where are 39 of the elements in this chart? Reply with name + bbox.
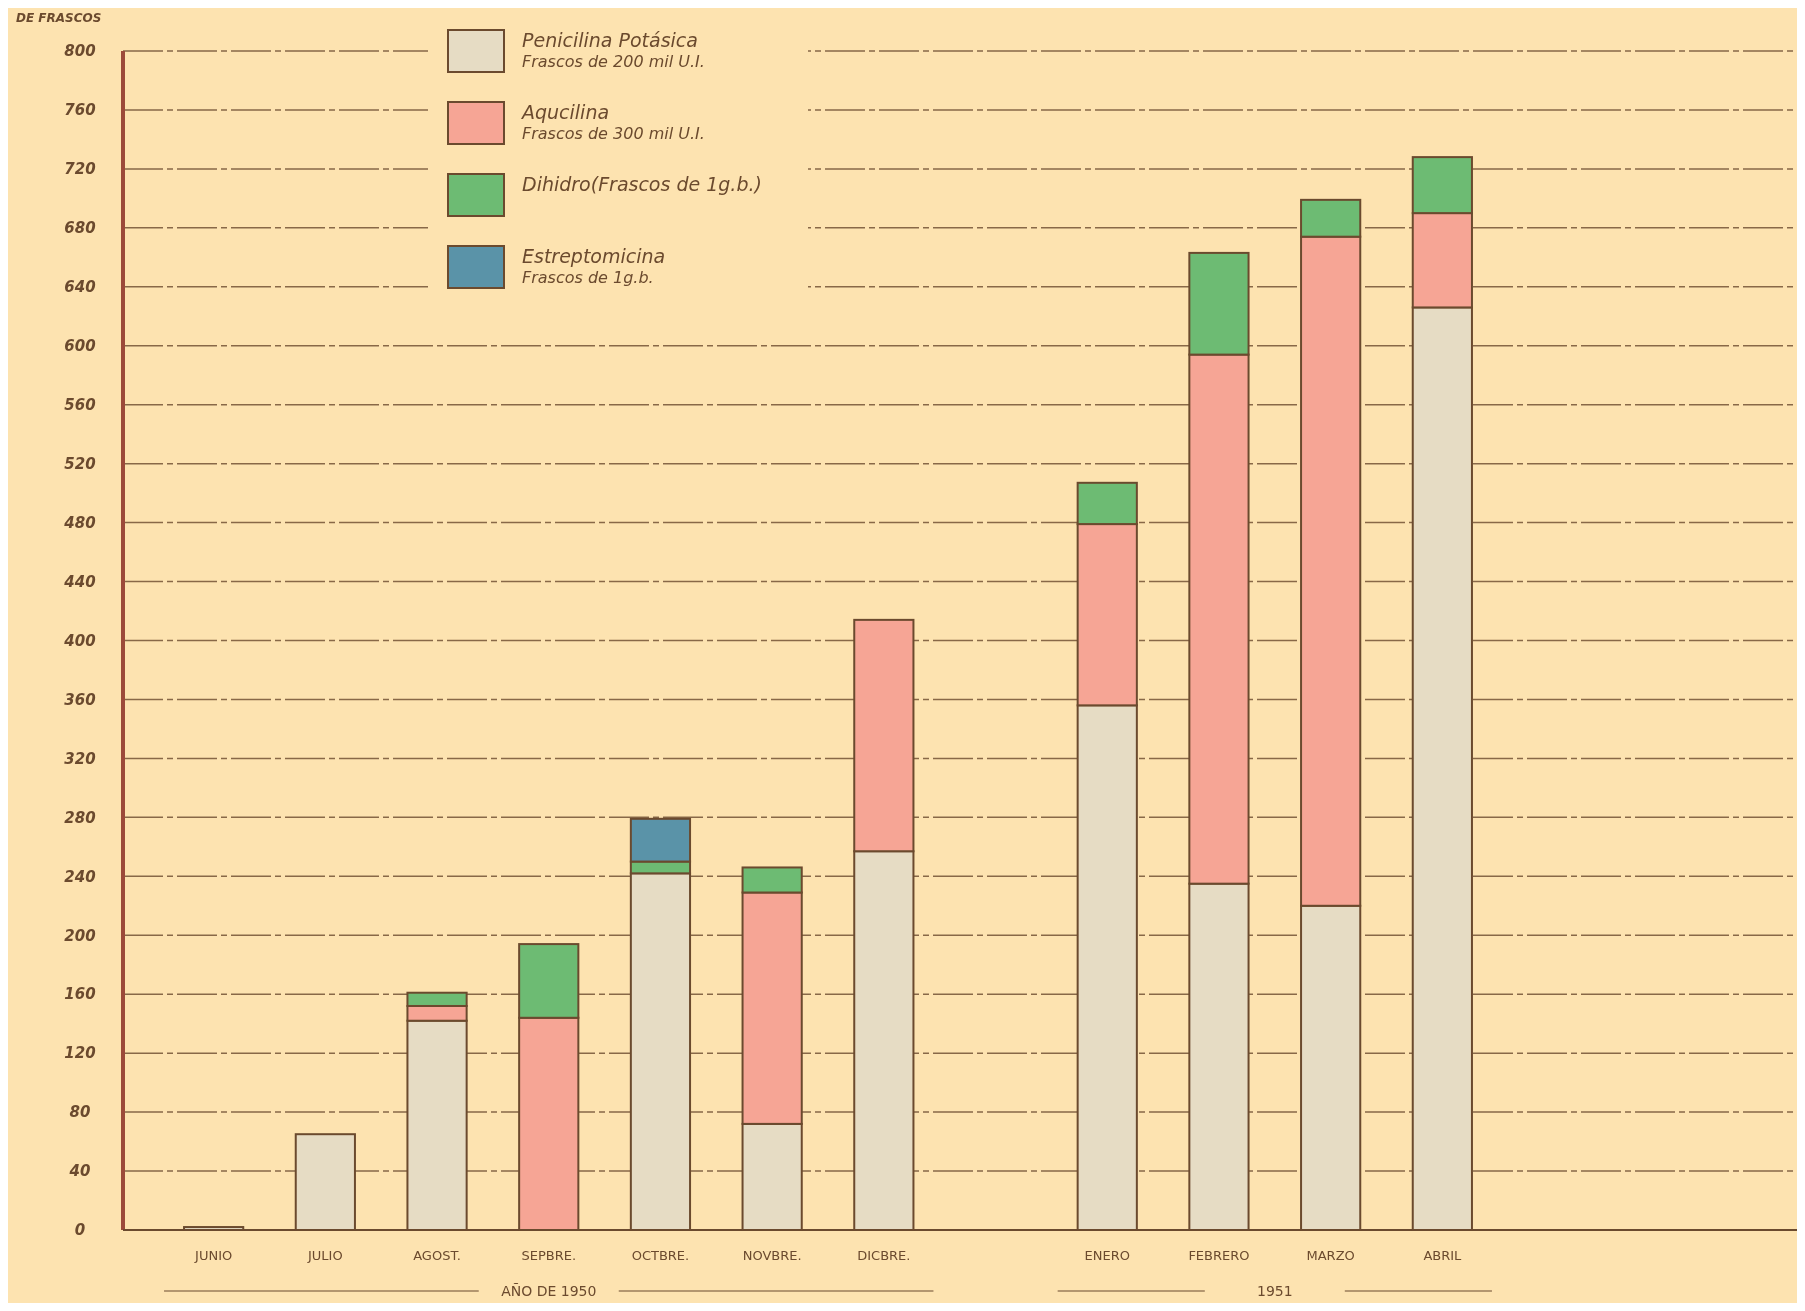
legend-label: Dihidro(Frascos de 1g.b.): [522, 173, 762, 195]
y-tick-label: 160: [64, 985, 96, 1004]
y-tick-label: 120: [64, 1044, 96, 1063]
y-tick-label: 440: [63, 572, 96, 591]
x-tick-label: SEPBRE.: [521, 1248, 577, 1263]
x-tick-label: JULIO: [307, 1248, 343, 1263]
y-tick-label: 200: [64, 926, 96, 945]
y-tick-label: 320: [64, 749, 96, 768]
y-tick-label: 360: [64, 690, 96, 709]
y-tick-label: 40: [68, 1162, 91, 1181]
x-tick-label: NOVBRE.: [742, 1248, 802, 1263]
legend-label: Penicilina Potásica Frascos de 200 mil U.I.: [522, 29, 705, 71]
legend-label: Aqucilina Frascos de 300 mil U.I.: [520, 101, 705, 143]
x-tick-label: AGOST.: [413, 1248, 461, 1263]
y-tick-label: 560: [64, 395, 96, 414]
y-tick-label: 680: [64, 219, 96, 238]
y-tick-label: 720: [64, 160, 96, 179]
x-tick-label: JUNIO: [194, 1248, 233, 1263]
text: 1951: [1256, 1283, 1293, 1299]
x-tick-label: FEBRERO: [1188, 1248, 1250, 1263]
legend-label: Estreptomicina Frascos de 1g.b.: [522, 245, 666, 287]
y-tick-label: 0: [74, 1221, 86, 1240]
text: AÑO DE 1950: [501, 1283, 597, 1299]
y-tick-label: 240: [64, 867, 96, 886]
y-axis-title: DE FRASCOS: [16, 11, 102, 25]
x-tick-label: MARZO: [1306, 1248, 1355, 1263]
x-tick-label: ABRIL: [1423, 1248, 1463, 1263]
y-tick-label: 80: [69, 1103, 91, 1122]
y-tick-label: 280: [64, 808, 96, 827]
y-tick-label: 480: [63, 513, 96, 532]
y-tick-label: 400: [63, 631, 96, 650]
y-tick-label: 800: [64, 42, 96, 61]
y-tick-label: 760: [64, 101, 96, 120]
x-tick-label: OCTBRE.: [631, 1248, 690, 1263]
x-tick-label: ENERO: [1084, 1248, 1130, 1263]
x-tick-label: DICBRE.: [857, 1248, 911, 1263]
y-tick-label: 520: [64, 454, 96, 473]
y-tick-label: 600: [64, 337, 96, 355]
y-tick-label: 640: [64, 278, 96, 297]
